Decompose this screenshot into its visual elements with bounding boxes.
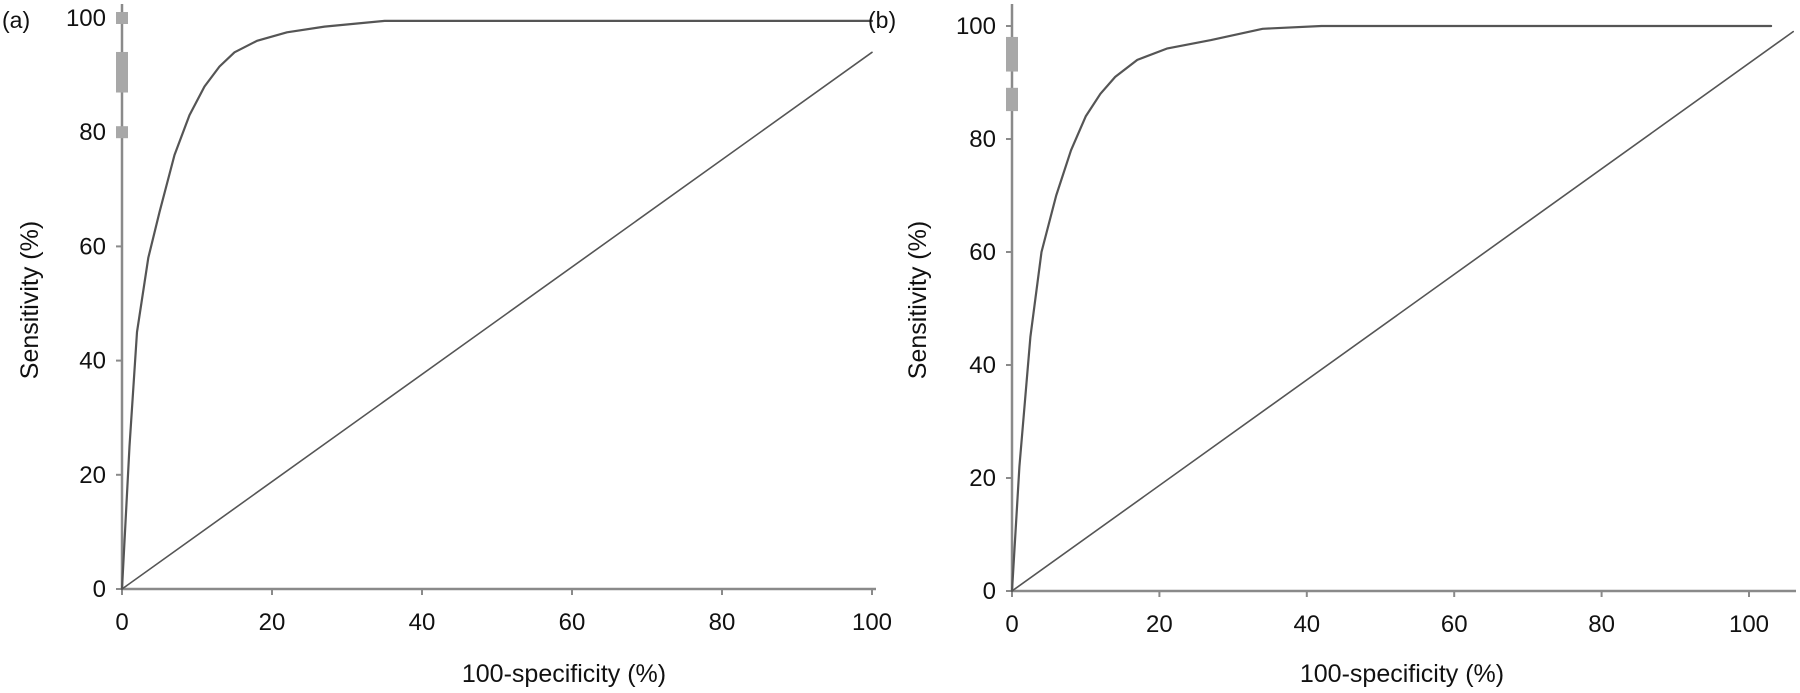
y-tick-label: 0 bbox=[93, 576, 106, 603]
x-tick-label: 0 bbox=[1005, 611, 1018, 638]
y-tick-label: 40 bbox=[79, 348, 106, 375]
x-axis-title: 100-specificity (%) bbox=[1300, 660, 1504, 688]
y-axis-title: Sensitivity (%) bbox=[16, 221, 44, 379]
roc-curve-line bbox=[120, 19, 874, 591]
roc-curve-line bbox=[1010, 24, 1773, 593]
y-axis-marker bbox=[1006, 87, 1018, 100]
x-axis-title: 100-specificity (%) bbox=[462, 660, 666, 688]
panel-a: 0 20 40 60 80 100 0 20 40 60 80 100 (a) Sensitivity (… bbox=[2, 4, 892, 688]
y-axis-marker bbox=[1006, 99, 1018, 112]
y-tick-label: 80 bbox=[969, 126, 996, 153]
x-tick-label: 100 bbox=[852, 609, 892, 636]
y-axis-marker bbox=[116, 126, 128, 139]
y-axis-marker bbox=[1006, 59, 1018, 72]
y-tick-label: 0 bbox=[983, 578, 996, 605]
x-tick-label: 80 bbox=[709, 609, 736, 636]
y-axis-marker bbox=[116, 51, 128, 64]
x-tick-label: 20 bbox=[259, 609, 286, 636]
y-axis-marker bbox=[116, 69, 128, 82]
y-axis-marker bbox=[116, 80, 128, 93]
y-tick-label: 20 bbox=[969, 465, 996, 492]
reference-diagonal-line bbox=[1011, 30, 1794, 592]
y-axis-title: Sensitivity (%) bbox=[904, 221, 932, 379]
y-axis-marker bbox=[1006, 48, 1018, 61]
y-tick-label: 60 bbox=[969, 239, 996, 266]
x-tick-label: 20 bbox=[1146, 611, 1173, 638]
y-tick-label: 60 bbox=[79, 233, 106, 260]
x-tick-label: 40 bbox=[409, 609, 436, 636]
y-axis-marker bbox=[116, 12, 128, 24]
panel-label: (b) bbox=[868, 7, 896, 33]
x-tick-label: 60 bbox=[559, 609, 586, 636]
x-tick-label: 0 bbox=[115, 609, 128, 636]
x-tick-label: 40 bbox=[1293, 611, 1320, 638]
y-tick-label: 20 bbox=[79, 462, 106, 489]
x-tick-label: 80 bbox=[1588, 611, 1615, 638]
y-tick-label: 80 bbox=[79, 119, 106, 146]
y-tick-label: 100 bbox=[956, 13, 996, 40]
y-tick-label: 40 bbox=[969, 352, 996, 379]
panel-label: (a) bbox=[2, 7, 30, 33]
y-axis-marker bbox=[1006, 36, 1018, 49]
y-tick-label: 100 bbox=[66, 5, 106, 32]
reference-diagonal-line bbox=[121, 51, 873, 590]
panel-b: 0 20 40 60 80 100 0 20 40 60 80 100 (b) Sensitivity (… bbox=[868, 4, 1796, 688]
x-tick-label: 100 bbox=[1729, 611, 1769, 638]
x-tick-label: 60 bbox=[1441, 611, 1468, 638]
